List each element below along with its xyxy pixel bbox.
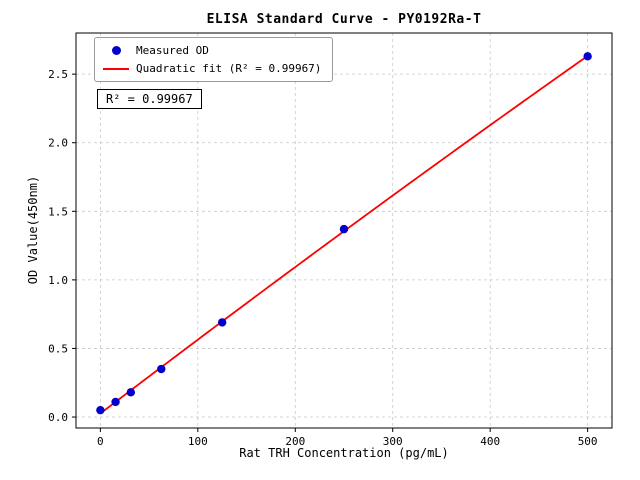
data-point bbox=[217, 318, 227, 327]
y-axis-label: OD Value(450nm) bbox=[26, 175, 40, 285]
x-tick-label: 300 bbox=[383, 435, 403, 448]
x-tick-label: 500 bbox=[578, 435, 598, 448]
data-point bbox=[126, 388, 136, 397]
x-tick-label: 400 bbox=[480, 435, 500, 448]
data-point bbox=[111, 397, 120, 407]
y-tick-label: 1.0 bbox=[48, 274, 68, 287]
x-tick-label: 200 bbox=[285, 435, 305, 448]
plot-border bbox=[75, 32, 613, 429]
data-point bbox=[583, 52, 592, 61]
y-tick-label: 2.5 bbox=[48, 68, 68, 81]
data-point bbox=[96, 405, 105, 415]
y-tick-label: 2.0 bbox=[48, 137, 68, 150]
legend-marker-box bbox=[103, 46, 129, 55]
line-marker-icon bbox=[103, 67, 129, 70]
x-axis-label: Rat TRH Concentration (pg/mL) bbox=[239, 446, 449, 460]
x-tick-label: 0 bbox=[97, 435, 104, 448]
y-tick-label: 1.5 bbox=[48, 205, 68, 218]
legend-item-measured-od: Measured OD bbox=[103, 44, 321, 57]
y-tick-label: 0.0 bbox=[48, 411, 68, 424]
data-point bbox=[339, 224, 349, 234]
x-tick-label: 100 bbox=[188, 435, 208, 448]
legend-label-measured-od: Measured OD bbox=[136, 44, 209, 57]
legend: Measured OD Quadratic fit (R² = 0.99967) bbox=[94, 37, 334, 82]
legend-marker-box bbox=[103, 67, 129, 70]
data-point bbox=[157, 364, 166, 374]
legend-item-quadratic-fit: Quadratic fit (R² = 0.99967) bbox=[103, 62, 321, 75]
quadratic-fit-line bbox=[99, 55, 589, 415]
y-tick-label: 0.5 bbox=[48, 342, 68, 355]
scatter-marker-icon bbox=[111, 46, 121, 55]
r-squared-annotation: R² = 0.99967 bbox=[97, 89, 202, 109]
chart-title: ELISA Standard Curve - PY0192Ra-T bbox=[206, 12, 482, 27]
legend-label-quadratic-fit: Quadratic fit (R² = 0.99967) bbox=[136, 62, 322, 75]
